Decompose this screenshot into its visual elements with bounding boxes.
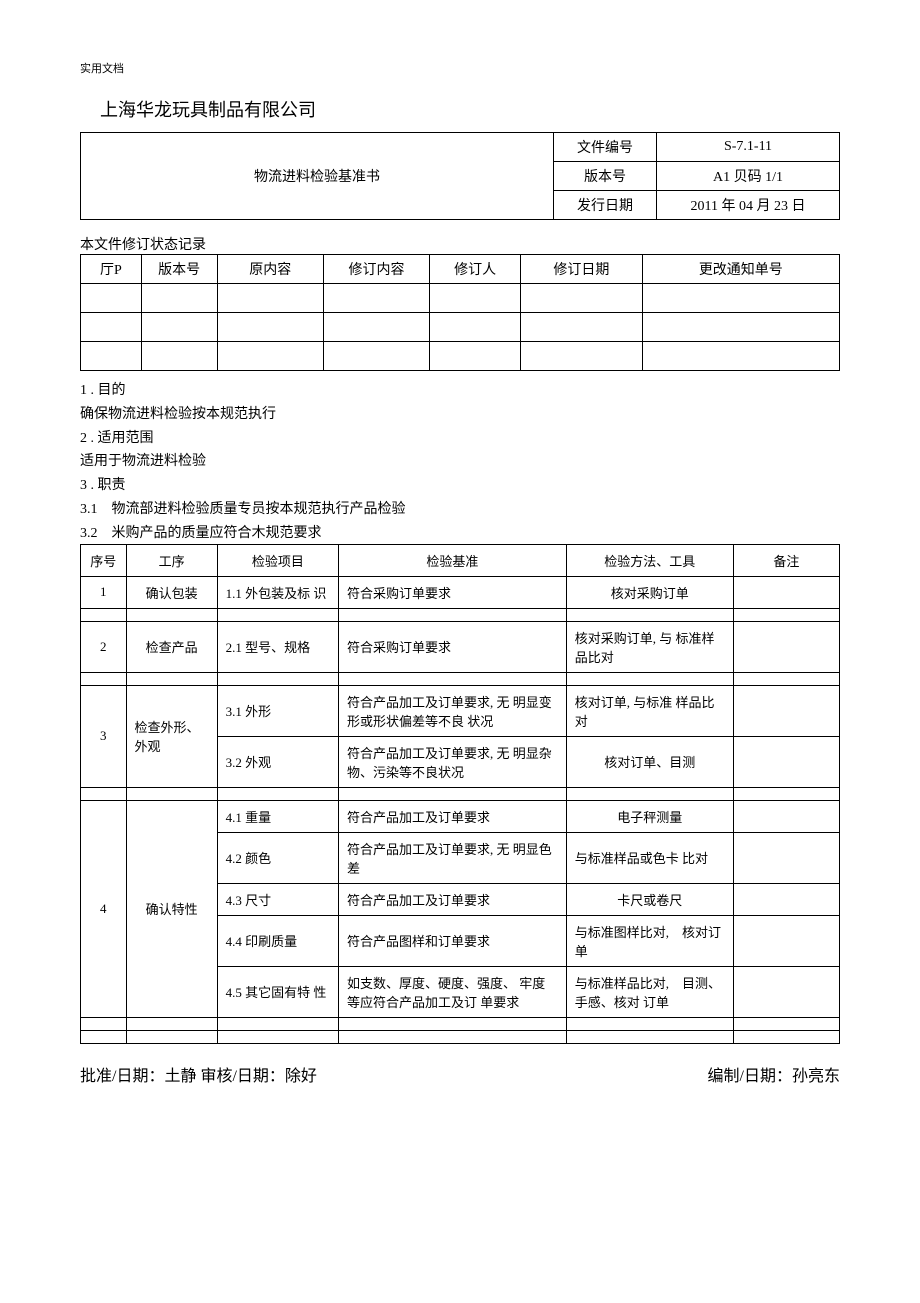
doc-no: S-7.1-11 xyxy=(657,133,840,162)
mh2: 检验项目 xyxy=(217,544,338,576)
rev-h2: 原内容 xyxy=(217,255,323,284)
main-table: 序号 工序 检验项目 检验基准 检验方法、工具 备注 1 确认包装 1.1 外包… xyxy=(80,544,840,1044)
r2-note xyxy=(733,621,839,672)
r4c-item: 4.3 尺寸 xyxy=(217,883,338,915)
s3h: 3 . 职责 xyxy=(80,474,840,498)
mh3: 检验基准 xyxy=(339,544,567,576)
rev-h3: 修订内容 xyxy=(323,255,429,284)
r1-no: 1 xyxy=(81,576,127,608)
page-tag: 实用文档 xyxy=(80,60,840,76)
doc-no-label: 文件编号 xyxy=(554,133,657,162)
s1b: 确保物流进料检验按本规范执行 xyxy=(80,403,840,427)
r3a-method: 核对订单, 与标准 样品比对 xyxy=(566,685,733,736)
footer: 批准/日期：土静 审核/日期：除好 编制/日期：孙亮东 xyxy=(80,1062,840,1086)
r4d-note xyxy=(733,915,839,966)
rev-h5: 修订日期 xyxy=(521,255,642,284)
s1h: 1 . 目的 xyxy=(80,379,840,403)
r4e-basis: 如支数、厚度、硬度、强度、 牢度等应符合产品加工及订 单要求 xyxy=(339,966,567,1017)
r4b-basis: 符合产品加工及订单要求, 无 明显色差 xyxy=(339,832,567,883)
revision-caption: 本文件修订状态记录 xyxy=(80,234,840,254)
mh0: 序号 xyxy=(81,544,127,576)
r4a-method: 电子秤测量 xyxy=(566,800,733,832)
r4d-method: 与标准图样比对, 核对订单 xyxy=(566,915,733,966)
r3a-item: 3.1 外形 xyxy=(217,685,338,736)
r4c-note xyxy=(733,883,839,915)
company-name: 上海华龙玩具制品有限公司 xyxy=(100,96,840,122)
mh5: 备注 xyxy=(733,544,839,576)
r2-method: 核对采购订单, 与 标准样品比对 xyxy=(566,621,733,672)
mh4: 检验方法、工具 xyxy=(566,544,733,576)
r4d-item: 4.4 印刷质量 xyxy=(217,915,338,966)
doc-title: 物流进料检验基准书 xyxy=(81,133,554,220)
rev-h4: 修订人 xyxy=(430,255,521,284)
r4-no: 4 xyxy=(81,800,127,1017)
r3b-basis: 符合产品加工及订单要求, 无 明显杂物、污染等不良状况 xyxy=(339,736,567,787)
footer-right: 编制/日期：孙亮东 xyxy=(708,1062,840,1086)
header-table: 物流进料检验基准书 文件编号 S-7.1-11 版本号 A1 贝码 1/1 发行… xyxy=(80,132,840,220)
r3a-basis: 符合产品加工及订单要求, 无 明显变形或形状偏差等不良 状况 xyxy=(339,685,567,736)
r4e-note xyxy=(733,966,839,1017)
r3b-method: 核对订单、目测 xyxy=(566,736,733,787)
r4e-method: 与标准样品比对, 目测、手感、核对 订单 xyxy=(566,966,733,1017)
r4a-item: 4.1 重量 xyxy=(217,800,338,832)
r3b-note xyxy=(733,736,839,787)
r4a-note xyxy=(733,800,839,832)
r1-note xyxy=(733,576,839,608)
r1-proc: 确认包装 xyxy=(126,576,217,608)
r2-item: 2.1 型号、规格 xyxy=(217,621,338,672)
r2-no: 2 xyxy=(81,621,127,672)
r4c-basis: 符合产品加工及订单要求 xyxy=(339,883,567,915)
r4d-basis: 符合产品图样和订单要求 xyxy=(339,915,567,966)
rev-h1: 版本号 xyxy=(141,255,217,284)
issue-date-label: 发行日期 xyxy=(554,191,657,220)
r1-method: 核对采购订单 xyxy=(566,576,733,608)
r3-proc: 检查外形、 外观 xyxy=(126,685,217,787)
version: A1 贝码 1/1 xyxy=(657,162,840,191)
s31: 3.1 物流部进料检验质量专员按本规范执行产品检验 xyxy=(80,498,840,522)
r4-proc: 确认特性 xyxy=(126,800,217,1017)
r4b-item: 4.2 颜色 xyxy=(217,832,338,883)
s32: 3.2 米购产品的质量应符合木规范要求 xyxy=(80,522,420,546)
r3-no: 3 xyxy=(81,685,127,787)
mh1: 工序 xyxy=(126,544,217,576)
s2h: 2 . 适用范围 xyxy=(80,427,840,451)
r1-basis: 符合采购订单要求 xyxy=(339,576,567,608)
r4e-item: 4.5 其它固有特 性 xyxy=(217,966,338,1017)
r4c-method: 卡尺或卷尺 xyxy=(566,883,733,915)
r2-basis: 符合采购订单要求 xyxy=(339,621,567,672)
r4b-note xyxy=(733,832,839,883)
r2-proc: 检查产品 xyxy=(126,621,217,672)
rev-h0: 厅P xyxy=(81,255,142,284)
r3b-item: 3.2 外观 xyxy=(217,736,338,787)
footer-left: 批准/日期：土静 审核/日期：除好 xyxy=(80,1068,317,1085)
revision-table: 厅P 版本号 原内容 修订内容 修订人 修订日期 更改通知单号 xyxy=(80,254,840,371)
r3a-note xyxy=(733,685,839,736)
s2b: 适用于物流进料检验 xyxy=(80,450,840,474)
issue-date: 2011 年 04 月 23 日 xyxy=(657,191,840,220)
r4b-method: 与标准样品或色卡 比对 xyxy=(566,832,733,883)
r4a-basis: 符合产品加工及订单要求 xyxy=(339,800,567,832)
r1-item: 1.1 外包装及标 识 xyxy=(217,576,338,608)
body-text: 1 . 目的 确保物流进料检验按本规范执行 2 . 适用范围 适用于物流进料检验… xyxy=(80,379,840,546)
version-label: 版本号 xyxy=(554,162,657,191)
rev-h6: 更改通知单号 xyxy=(642,255,839,284)
